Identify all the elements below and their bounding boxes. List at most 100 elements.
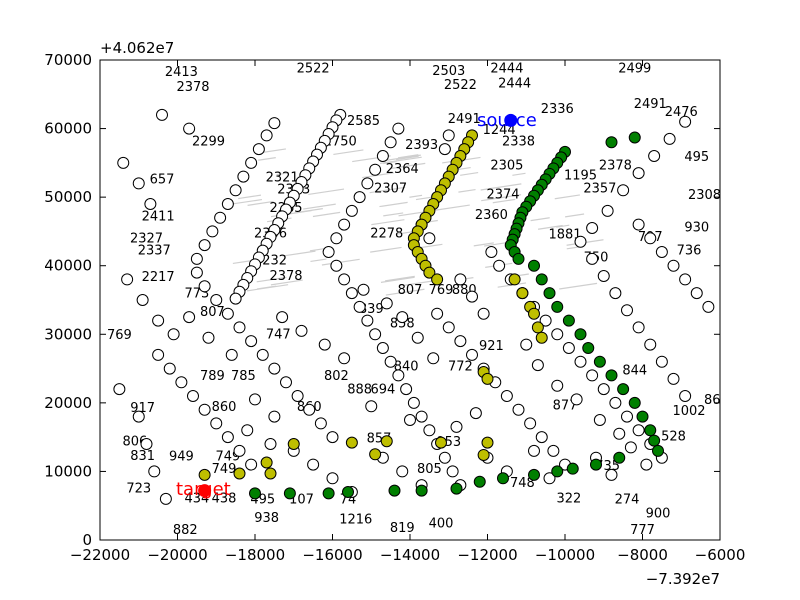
data-point	[423, 424, 436, 437]
data-point	[624, 441, 637, 454]
data-point	[268, 117, 281, 130]
contour-label: 1244	[483, 123, 516, 138]
data-point	[504, 113, 518, 127]
contour-label: 1216	[339, 513, 372, 528]
data-point	[221, 198, 234, 210]
data-point	[655, 355, 668, 368]
grey-streak	[383, 212, 404, 217]
data-point	[702, 300, 715, 313]
data-point	[330, 259, 343, 272]
data-point	[353, 300, 366, 313]
contour-label: 807	[200, 305, 225, 320]
grey-streak	[458, 188, 476, 193]
contour-label: 2364	[386, 162, 419, 177]
data-point	[497, 472, 509, 485]
contour-label: 2336	[541, 102, 574, 117]
contour-label: 789	[200, 369, 225, 384]
data-point	[450, 482, 463, 495]
data-point	[466, 290, 478, 303]
data-point	[469, 407, 482, 420]
data-point	[528, 307, 540, 320]
contour-label: 769	[107, 328, 132, 343]
data-point	[605, 369, 618, 382]
grey-streak	[409, 194, 423, 198]
contour-label: 2307	[374, 181, 407, 196]
grey-streak	[492, 198, 516, 204]
data-point	[528, 444, 540, 457]
contour-label: 844	[622, 364, 647, 379]
data-point	[528, 259, 540, 272]
data-point	[535, 331, 548, 344]
data-point	[493, 259, 506, 272]
data-point	[132, 410, 145, 423]
data-point	[376, 342, 389, 354]
data-point	[233, 444, 246, 457]
data-point	[466, 348, 478, 361]
contour-label: 438	[212, 491, 237, 506]
data-point	[562, 342, 575, 354]
data-point	[376, 150, 389, 162]
data-point	[283, 487, 296, 500]
grey-streak	[385, 288, 425, 296]
contour-label: 1195	[564, 168, 597, 183]
data-point	[477, 448, 490, 461]
grey-streak	[559, 282, 598, 290]
grey-streak	[399, 280, 433, 287]
data-point	[644, 338, 657, 351]
contour-label: 723	[126, 482, 151, 497]
contour-label: 921	[479, 339, 504, 354]
data-point	[237, 170, 250, 183]
data-point	[229, 184, 242, 197]
data-point	[508, 273, 521, 286]
data-point	[384, 136, 397, 149]
grey-streak	[333, 149, 364, 156]
data-point	[648, 434, 661, 447]
data-point	[225, 348, 238, 361]
data-point	[528, 468, 540, 481]
contour-label: 747	[266, 327, 291, 342]
data-point	[431, 273, 444, 286]
contour-label: 860	[212, 400, 237, 415]
data-point	[435, 436, 447, 449]
grey-streak	[238, 194, 262, 200]
contour-label: 858	[390, 316, 415, 331]
contour-label: 2444	[490, 61, 523, 76]
grey-streak	[379, 156, 422, 165]
data-point	[361, 314, 374, 327]
data-point	[481, 372, 494, 385]
contour-label: 805	[417, 462, 442, 477]
contour-label: 785	[231, 369, 256, 384]
x-tick-label: −20000	[147, 546, 207, 564]
data-point	[392, 122, 405, 135]
y-tick-label: 40000	[44, 257, 92, 275]
data-point	[640, 458, 653, 471]
data-point	[500, 390, 513, 402]
data-point	[388, 484, 401, 497]
data-point	[148, 465, 161, 478]
data-point	[597, 383, 610, 396]
data-point	[520, 338, 533, 351]
data-point	[667, 372, 680, 385]
grey-streak	[379, 201, 408, 208]
data-point	[690, 287, 703, 300]
grey-streak	[256, 285, 277, 290]
contour-label: 819	[390, 521, 415, 536]
grey-streak	[385, 275, 415, 282]
data-point	[140, 438, 153, 450]
data-point	[396, 311, 409, 324]
data-point	[442, 129, 455, 142]
grey-streak	[396, 231, 413, 235]
data-point	[357, 283, 370, 296]
data-point	[605, 468, 618, 481]
data-point	[663, 132, 676, 145]
contour-label: 657	[150, 172, 175, 187]
y-offset-label: +4.062e7	[100, 39, 174, 57]
contour-label: 2378	[599, 159, 632, 174]
data-point	[392, 369, 405, 382]
data-point	[613, 451, 626, 464]
data-point	[156, 108, 168, 121]
data-point	[636, 410, 649, 423]
data-point	[260, 129, 273, 142]
contour-label: 694	[370, 382, 395, 397]
